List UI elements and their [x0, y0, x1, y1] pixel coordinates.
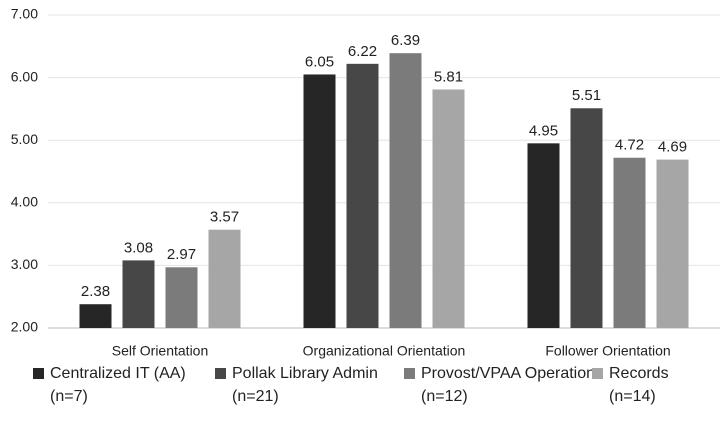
x-tick-label: Self Orientation: [112, 343, 209, 359]
legend-item: Records (n=14): [592, 362, 669, 408]
bar: [303, 74, 336, 328]
y-tick-label: 2.00: [11, 319, 38, 335]
legend-swatch: [33, 368, 44, 379]
data-label: 3.08: [124, 239, 153, 256]
y-tick-label: 4.00: [11, 194, 38, 210]
bar: [122, 260, 155, 328]
legend-swatch: [215, 368, 226, 379]
data-label: 2.38: [81, 283, 110, 300]
legend-swatch: [404, 368, 415, 379]
data-label: 6.05: [305, 53, 334, 70]
data-label: 4.69: [658, 139, 687, 156]
legend-label: Centralized IT (AA) (n=7): [50, 365, 186, 405]
y-tick-label: 7.00: [11, 6, 38, 22]
y-tick-label: 5.00: [11, 131, 38, 147]
bar: [527, 143, 560, 328]
legend-item: Provost/VPAA Operations (n=12): [404, 362, 603, 408]
data-label: 2.97: [167, 246, 196, 263]
data-label: 4.95: [529, 122, 558, 139]
data-label: 6.22: [348, 43, 377, 60]
data-label: 6.39: [391, 32, 420, 49]
bar: [79, 304, 112, 328]
bar: [432, 89, 465, 328]
legend-item: Pollak Library Admin (n=21): [215, 362, 378, 408]
data-label: 5.51: [572, 87, 601, 104]
legend-label: Provost/VPAA Operations (n=12): [421, 365, 604, 405]
bar: [208, 229, 241, 328]
bar: [570, 108, 603, 328]
bar: [346, 63, 379, 328]
y-tick-label: 3.00: [11, 256, 38, 272]
legend-label: Records (n=14): [609, 365, 669, 405]
data-label: 5.81: [434, 68, 463, 85]
bar: [656, 159, 689, 328]
bar: [389, 53, 422, 328]
x-tick-label: Organizational Orientation: [303, 343, 466, 359]
bar: [613, 157, 646, 328]
bar: [165, 267, 198, 328]
legend-item: Centralized IT (AA) (n=7): [33, 362, 186, 408]
legend-swatch: [592, 368, 603, 379]
data-label: 3.57: [210, 209, 239, 226]
data-label: 4.72: [615, 137, 644, 154]
y-tick-label: 6.00: [11, 68, 38, 84]
x-tick-label: Follower Orientation: [545, 343, 670, 359]
legend-label: Pollak Library Admin (n=21): [232, 365, 378, 405]
